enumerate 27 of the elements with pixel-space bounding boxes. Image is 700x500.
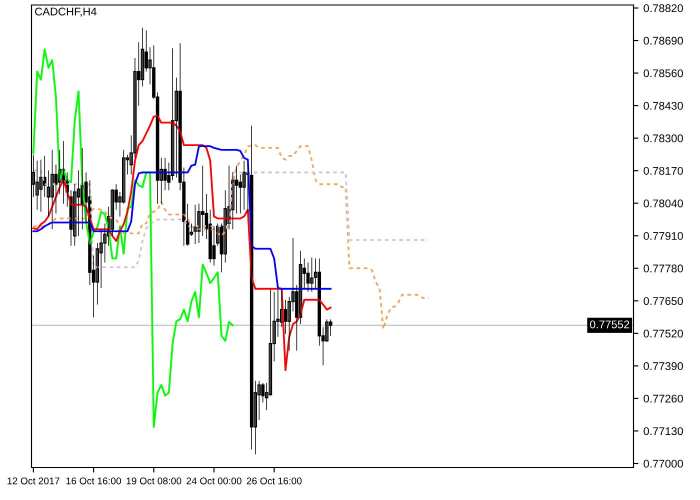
line-series: [32, 145, 332, 290]
y-tick-label: 0.77650: [644, 297, 683, 305]
y-tick-label: 0.77910: [644, 232, 683, 240]
y-tick-label: 0.78170: [644, 166, 683, 175]
y-tick-label: 0.78690: [644, 36, 683, 45]
y-tick-label: 0.77130: [644, 427, 683, 436]
x-tick-label: 26 Oct 16:00: [246, 477, 302, 484]
x-tick-label: 12 Oct 2017: [8, 477, 60, 484]
line-series: [32, 48, 234, 428]
y-tick-label: 0.77780: [644, 264, 683, 272]
line-series: [32, 114, 332, 372]
y-tick-label: 0.78820: [644, 4, 683, 12]
y-tick-label: 0.78040: [644, 199, 683, 208]
y-tick-label: 0.77000: [644, 460, 683, 468]
y-tick-label: 0.77260: [644, 394, 683, 403]
x-tick-label: 16 Oct 16:00: [66, 477, 122, 484]
line-series: [32, 170, 430, 268]
chart-title: CADCHF,H4: [35, 8, 97, 17]
y-tick-label: 0.78430: [644, 102, 683, 110]
x-tick-label: 24 Oct 00:00: [186, 477, 242, 484]
x-tick-label: 19 Oct 08:00: [126, 477, 182, 484]
y-tick-label: 0.78300: [644, 134, 683, 142]
y-tick-label: 0.77390: [644, 362, 683, 370]
line-series: [32, 144, 430, 330]
y-tick-label: 0.77520: [644, 330, 683, 338]
ref-line-label: 0.77552: [590, 320, 630, 328]
y-tick-label: 0.78560: [644, 69, 683, 78]
